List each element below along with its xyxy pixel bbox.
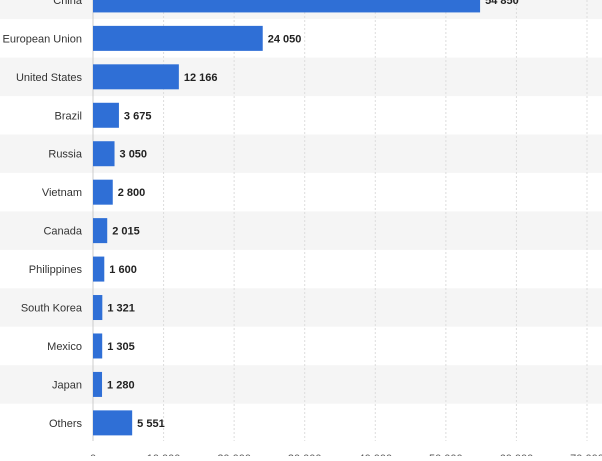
category-label: Canada (43, 226, 82, 238)
category-label: Mexico (47, 341, 82, 353)
bar (93, 295, 103, 321)
category-label: Japan (52, 379, 82, 391)
value-label: 3 050 (120, 149, 148, 161)
bar (93, 141, 115, 167)
category-label: Brazil (54, 110, 82, 122)
row-band (0, 134, 602, 173)
category-label: Russia (48, 149, 83, 161)
bar (93, 371, 103, 397)
bar (93, 179, 113, 205)
value-label: 2 015 (112, 226, 140, 238)
bar (93, 25, 263, 51)
value-label: 1 305 (107, 341, 135, 353)
category-label: South Korea (21, 303, 83, 315)
bar (93, 218, 108, 244)
value-label: 2 800 (118, 187, 146, 199)
bars (93, 0, 481, 436)
bar (93, 256, 105, 282)
value-label: 1 280 (107, 379, 135, 391)
value-label: 24 050 (268, 33, 302, 45)
bar (93, 64, 179, 90)
row-band (0, 288, 602, 327)
bar (93, 410, 133, 436)
row-band (0, 211, 602, 250)
bar (93, 102, 119, 128)
row-bands (0, 0, 602, 404)
value-label: 12 166 (184, 72, 218, 84)
value-label: 54 850 (485, 0, 519, 7)
category-label: European Union (2, 33, 82, 45)
value-labels: 54 850 24 050 12 166 3 675 3 050 2 800 2 015 1 … (107, 0, 519, 430)
category-label: Others (49, 418, 83, 430)
bar (93, 0, 481, 13)
row-band (0, 365, 602, 404)
category-labels: China European Union United States Brazil Ru… (2, 0, 82, 430)
value-label: 1 600 (109, 264, 137, 276)
category-label: United States (16, 72, 83, 84)
value-label: 1 321 (107, 303, 135, 315)
gridlines (92, 0, 588, 441)
category-label: Vietnam (42, 187, 82, 199)
row-band (0, 57, 602, 97)
category-label: Philippines (29, 264, 83, 276)
bar (93, 333, 103, 359)
value-label: 3 675 (124, 110, 152, 122)
value-label: 5 551 (137, 418, 165, 430)
category-label: China (53, 0, 83, 7)
